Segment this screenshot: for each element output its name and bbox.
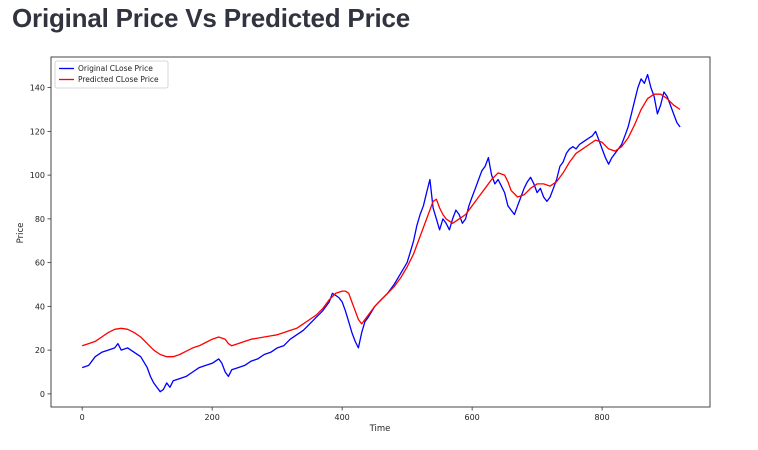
y-tick-label: 100 xyxy=(30,171,45,180)
y-tick-label: 20 xyxy=(35,346,45,355)
legend-box xyxy=(54,60,169,89)
y-axis-label: Price xyxy=(16,223,26,244)
series-layer xyxy=(81,73,681,393)
y-tick-label: 140 xyxy=(30,84,45,93)
x-tick-label: 400 xyxy=(335,413,350,422)
y-tick-label: 80 xyxy=(35,215,45,224)
y-tick-label: 60 xyxy=(35,259,45,268)
y-tick-label: 120 xyxy=(30,127,45,136)
legend: Original CLose Price Predicted CLose Pri… xyxy=(54,60,169,89)
original-price-line xyxy=(81,73,681,393)
x-tick-label: 600 xyxy=(464,413,479,422)
x-axis: 0 200 400 600 800 xyxy=(80,407,610,422)
x-axis-label: Time xyxy=(369,424,391,434)
predicted-price-line xyxy=(81,93,681,358)
x-tick-label: 200 xyxy=(205,413,220,422)
y-tick-label: 0 xyxy=(40,390,45,399)
legend-label-original: Original CLose Price xyxy=(78,64,153,73)
page-title: Original Price Vs Predicted Price xyxy=(12,3,411,33)
x-tick-label: 0 xyxy=(80,413,85,422)
y-tick-label: 40 xyxy=(35,302,45,311)
plot-area-frame xyxy=(50,56,711,408)
x-tick-label: 800 xyxy=(594,413,609,422)
legend-label-predicted: Predicted CLose Price xyxy=(78,75,159,84)
y-axis: 0 20 40 60 80 100 120 140 xyxy=(30,84,51,399)
